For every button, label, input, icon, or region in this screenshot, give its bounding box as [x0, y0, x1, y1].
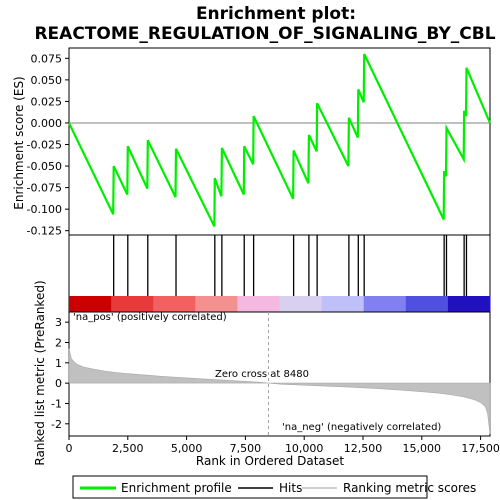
positive-correlation-label: 'na_pos' (positively correlated) [73, 312, 227, 323]
band-segment [153, 296, 196, 312]
band-segment [195, 296, 238, 312]
ranking-metric-area [68, 348, 491, 435]
band-segment [69, 296, 112, 312]
es-y-axis-label: Enrichment score (ES) [12, 76, 26, 209]
legend-profile-label: Enrichment profile [121, 481, 232, 495]
ranking-color-band [69, 296, 491, 312]
es-panel: 0.075 0.050 0.025 0.000 -0.025 -0.050 -0.075 -0… [27, 47, 492, 238]
metric-y-tick-label: 2 [55, 336, 62, 349]
x-tick-label: 15,000 [403, 442, 442, 455]
es-y-tick-label: -0.125 [27, 225, 62, 238]
x-tick-label: 0 [66, 442, 73, 455]
legend-metric-label: Ranking metric scores [343, 481, 476, 495]
metric-y-axis-label: Ranked list metric (PreRanked) [33, 280, 47, 465]
x-axis: 0 2,500 5,000 7,500 10,000 12,500 15,000 17,500 [66, 436, 500, 455]
es-y-tick-label: -0.025 [27, 139, 62, 152]
es-y-tick-label: -0.100 [27, 203, 62, 216]
es-y-tick-label: 0.075 [31, 52, 63, 65]
band-segment [237, 296, 280, 312]
hits-panel [68, 234, 491, 313]
legend-hits-label: Hits [279, 481, 302, 495]
x-axis-label: Rank in Ordered Dataset [196, 454, 344, 468]
metric-y-tick-label: -1 [51, 397, 62, 410]
negative-correlation-label: 'na_neg' (negatively correlated) [282, 422, 441, 433]
legend: Enrichment profile Hits Ranking metric s… [72, 475, 476, 499]
band-segment [405, 296, 449, 312]
metric-plot-frame [68, 311, 491, 437]
band-segment [363, 296, 407, 312]
es-y-tick-label: 0.050 [31, 74, 63, 87]
es-y-tick-label: 0.000 [31, 117, 63, 130]
chart-title-line-1: Enrichment plot: [196, 4, 356, 24]
x-tick-label: 2,500 [112, 442, 144, 455]
x-tick-label: 10,000 [285, 442, 324, 455]
x-tick-label: 7,500 [230, 442, 262, 455]
band-segment [279, 296, 323, 312]
band-segment [321, 296, 365, 312]
metric-y-tick-label: 1 [55, 357, 62, 370]
zero-cross-label: Zero cross at 8480 [215, 369, 309, 380]
band-segment [447, 296, 491, 312]
es-y-tick-label: -0.050 [27, 160, 62, 173]
enrichment-profile-line [68, 53, 492, 227]
x-tick-label: 12,500 [344, 442, 383, 455]
es-y-tick-label: -0.075 [27, 182, 62, 195]
x-tick-label: 5,000 [171, 442, 203, 455]
metric-y-tick-label: -2 [51, 418, 62, 431]
metric-panel: 3 2 1 0 -1 -2 [51, 311, 491, 437]
band-segment [111, 296, 154, 312]
x-tick-label: 17,500 [461, 442, 500, 455]
legend-box [72, 475, 428, 499]
es-plot-frame [68, 47, 491, 236]
metric-y-tick-label: 0 [55, 377, 62, 390]
chart-title-line-2: REACTOME_REGULATION_OF_SIGNALING_BY_CBL [34, 24, 495, 44]
es-y-tick-label: 0.025 [31, 95, 63, 108]
metric-y-tick-label: 3 [55, 316, 62, 329]
